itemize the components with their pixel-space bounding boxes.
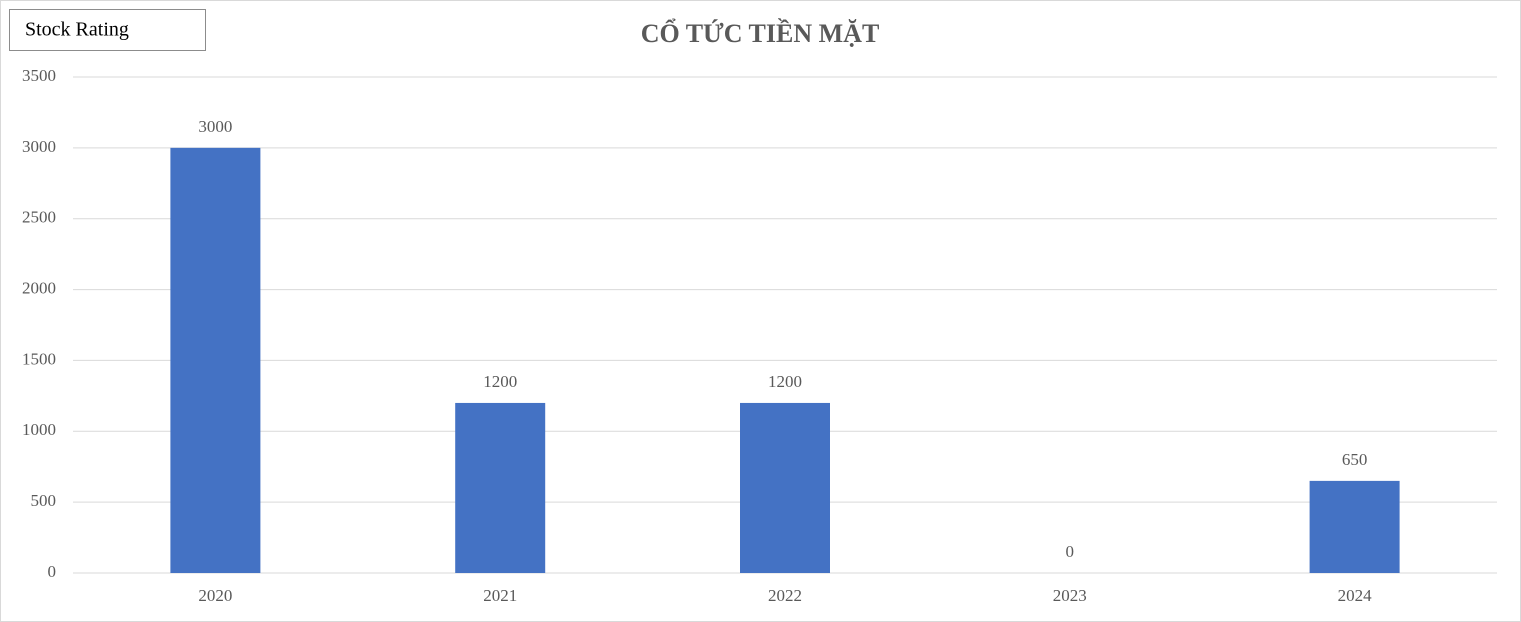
- bar: [1309, 480, 1400, 573]
- bar: [170, 147, 261, 573]
- data-label: 1200: [483, 372, 517, 391]
- data-label: 1200: [768, 372, 802, 391]
- data-label: 650: [1342, 450, 1368, 469]
- x-tick-label: 2021: [483, 586, 517, 605]
- y-tick-label: 0: [48, 562, 57, 581]
- x-tick-label: 2022: [768, 586, 802, 605]
- annotation-box: [9, 9, 206, 51]
- chart-title: CỔ TỨC TIỀN MẶT: [641, 19, 880, 48]
- y-tick-label: 3000: [22, 137, 56, 156]
- y-tick-label: 2000: [22, 278, 56, 297]
- bar: [740, 402, 830, 573]
- bar: [455, 402, 546, 573]
- x-tick-label: 2020: [198, 586, 232, 605]
- data-label: 0: [1066, 542, 1075, 561]
- x-tick-label: 2024: [1338, 586, 1373, 605]
- x-tick-label: 2023: [1053, 586, 1087, 605]
- data-label: 3000: [198, 117, 232, 136]
- y-tick-label: 1000: [22, 420, 56, 439]
- y-tick-label: 3500: [22, 66, 56, 85]
- y-tick-label: 500: [31, 491, 57, 510]
- annotation: Stock Rating: [25, 19, 129, 41]
- y-tick-label: 2500: [22, 208, 56, 227]
- y-tick-label: 1500: [22, 349, 56, 368]
